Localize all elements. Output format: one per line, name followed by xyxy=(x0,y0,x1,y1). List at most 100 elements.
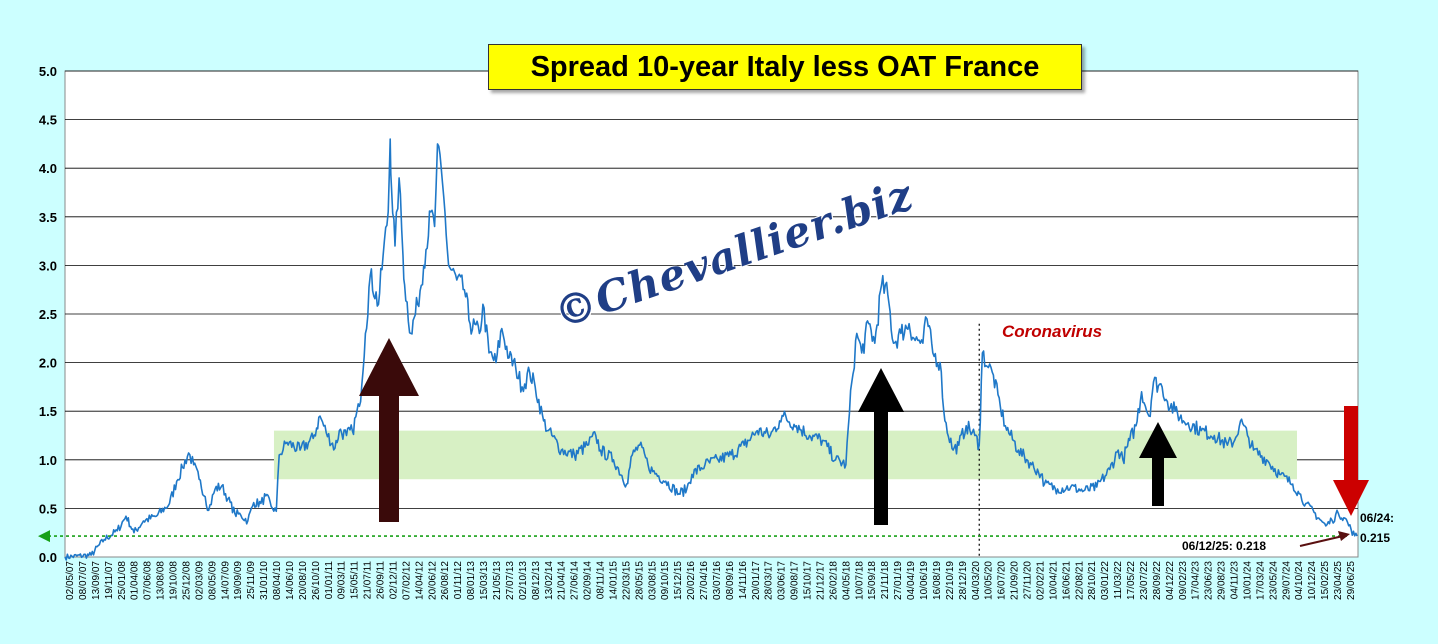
x-tick-label: 14/07/09 xyxy=(220,561,231,600)
x-tick-label: 03/08/15 xyxy=(647,561,658,600)
y-tick-label: 0.5 xyxy=(39,501,57,516)
last-value-label: 06/24: 0.215 xyxy=(1360,511,1395,545)
x-tick-label: 27/07/13 xyxy=(505,561,516,600)
x-tick-label: 23/07/22 xyxy=(1139,561,1150,600)
x-tick-label: 11/03/22 xyxy=(1113,561,1124,600)
x-tick-label: 28/10/21 xyxy=(1087,561,1098,600)
x-tick-label: 19/10/08 xyxy=(169,561,180,600)
y-tick-label: 1.5 xyxy=(39,404,57,419)
range-band xyxy=(273,430,1297,480)
x-tick-label: 21/07/11 xyxy=(363,561,374,600)
up-arrow-2018 xyxy=(858,368,904,525)
x-tick-label: 27/04/16 xyxy=(699,561,710,600)
x-tick-label: 08/12/13 xyxy=(531,561,542,600)
x-tick-label: 20/01/17 xyxy=(751,561,762,600)
x-tick-label: 14/04/12 xyxy=(414,561,425,600)
y-tick-label: 5.0 xyxy=(39,64,57,79)
x-tick-label: 13/09/07 xyxy=(91,561,102,600)
x-tick-label: 27/06/14 xyxy=(570,561,581,600)
x-tick-label: 02/10/13 xyxy=(518,561,529,600)
x-tick-label: 08/09/16 xyxy=(725,561,736,600)
x-tick-label: 16/08/19 xyxy=(932,561,943,600)
x-tick-label: 10/05/20 xyxy=(984,561,995,600)
x-tick-label: 22/03/15 xyxy=(621,561,632,600)
y-tick-label: 2.5 xyxy=(39,307,57,322)
x-tick-label: 02/12/11 xyxy=(388,561,399,600)
prev-value-pointer-line xyxy=(1299,535,1344,547)
x-tick-label: 04/05/18 xyxy=(841,561,852,600)
x-tick-label: 03/01/22 xyxy=(1100,561,1111,600)
x-tick-label: 17/04/23 xyxy=(1191,561,1202,600)
x-tick-label: 21/11/18 xyxy=(880,561,891,600)
x-tick-label: 21/05/13 xyxy=(492,561,503,600)
x-tick-label: 28/03/17 xyxy=(764,561,775,600)
x-tick-label: 15/10/17 xyxy=(803,561,814,600)
x-tick-label: 29/07/24 xyxy=(1281,561,1292,600)
spread-series-line xyxy=(64,138,1358,561)
y-tick-label: 3.0 xyxy=(39,258,57,273)
x-tick-label: 22/10/19 xyxy=(945,561,956,600)
x-tick-label: 23/06/23 xyxy=(1204,561,1215,600)
x-tick-label: 25/12/08 xyxy=(181,561,192,600)
x-tick-label: 28/09/22 xyxy=(1152,561,1163,600)
x-tick-label: 29/08/23 xyxy=(1217,561,1228,600)
x-tick-label: 01/01/11 xyxy=(324,561,335,600)
x-tick-label: 14/06/10 xyxy=(285,561,296,600)
x-tick-label: 01/04/08 xyxy=(130,561,141,600)
x-tick-label: 08/05/09 xyxy=(207,561,218,600)
x-tick-label: 15/05/11 xyxy=(350,561,361,600)
y-tick-label: 0.0 xyxy=(39,550,57,565)
x-tick-label: 28/12/19 xyxy=(958,561,969,600)
x-tick-label: 10/07/18 xyxy=(854,561,865,600)
x-tick-label: 22/08/21 xyxy=(1074,561,1085,600)
x-tick-label: 13/08/08 xyxy=(156,561,167,600)
up-arrow-2011 xyxy=(359,338,419,522)
x-tick-label: 20/06/12 xyxy=(427,561,438,600)
x-tick-label: 07/06/08 xyxy=(143,561,154,600)
x-tick-label: 02/02/21 xyxy=(1035,561,1046,600)
x-tick-label: 01/11/12 xyxy=(453,561,464,600)
x-tick-label: 08/04/10 xyxy=(272,561,283,600)
x-tick-label: 21/04/14 xyxy=(557,561,568,600)
x-tick-label: 10/06/19 xyxy=(919,561,930,600)
x-tick-label: 15/03/13 xyxy=(479,561,490,600)
x-tick-label: 07/02/12 xyxy=(401,561,412,600)
x-tick-label: 25/11/09 xyxy=(246,561,257,600)
x-tick-label: 15/02/25 xyxy=(1320,561,1331,600)
previous-value-label: 06/12/25: 0.218 xyxy=(1182,539,1267,553)
x-tick-label: 21/12/17 xyxy=(815,561,826,600)
x-tick-label: 27/01/19 xyxy=(893,561,904,600)
x-tick-label: 10/04/21 xyxy=(1048,561,1059,600)
x-tick-label: 26/02/18 xyxy=(828,561,839,600)
coronavirus-label: Coronavirus xyxy=(1002,322,1103,341)
x-tick-label: 23/04/25 xyxy=(1333,561,1344,600)
y-tick-label: 4.0 xyxy=(39,161,57,176)
down-arrow-2025 xyxy=(1333,406,1369,516)
x-tick-label: 20/08/10 xyxy=(298,561,309,600)
up-arrow-2022 xyxy=(1139,422,1177,506)
x-tick-label: 17/05/22 xyxy=(1126,561,1137,600)
x-tick-label: 28/05/15 xyxy=(634,561,645,600)
x-tick-label: 10/01/24 xyxy=(1242,561,1253,600)
x-tick-label: 21/09/20 xyxy=(1010,561,1021,600)
x-tick-label: 15/09/18 xyxy=(867,561,878,600)
x-tick-label: 23/05/24 xyxy=(1268,561,1279,600)
x-tick-label: 04/11/23 xyxy=(1230,561,1241,600)
y-tick-label: 3.5 xyxy=(39,210,57,225)
x-tick-label: 19/09/09 xyxy=(233,561,244,600)
x-tick-label: 09/02/23 xyxy=(1178,561,1189,600)
x-tick-label: 04/10/24 xyxy=(1294,561,1305,600)
x-tick-label: 14/01/15 xyxy=(608,561,619,600)
y-tick-label: 4.5 xyxy=(39,113,57,128)
x-tick-label: 04/12/22 xyxy=(1165,561,1176,600)
x-tick-label: 02/09/14 xyxy=(583,561,594,600)
x-tick-label: 02/05/07 xyxy=(65,561,76,600)
x-tick-label: 09/08/17 xyxy=(790,561,801,600)
y-tick-label: 1.0 xyxy=(39,453,57,468)
x-tick-label: 29/06/25 xyxy=(1346,561,1357,600)
chart-title: Spread 10-year Italy less OAT France xyxy=(488,44,1082,90)
y-tick-label: 2.0 xyxy=(39,356,57,371)
x-tick-label: 19/11/07 xyxy=(104,561,115,600)
